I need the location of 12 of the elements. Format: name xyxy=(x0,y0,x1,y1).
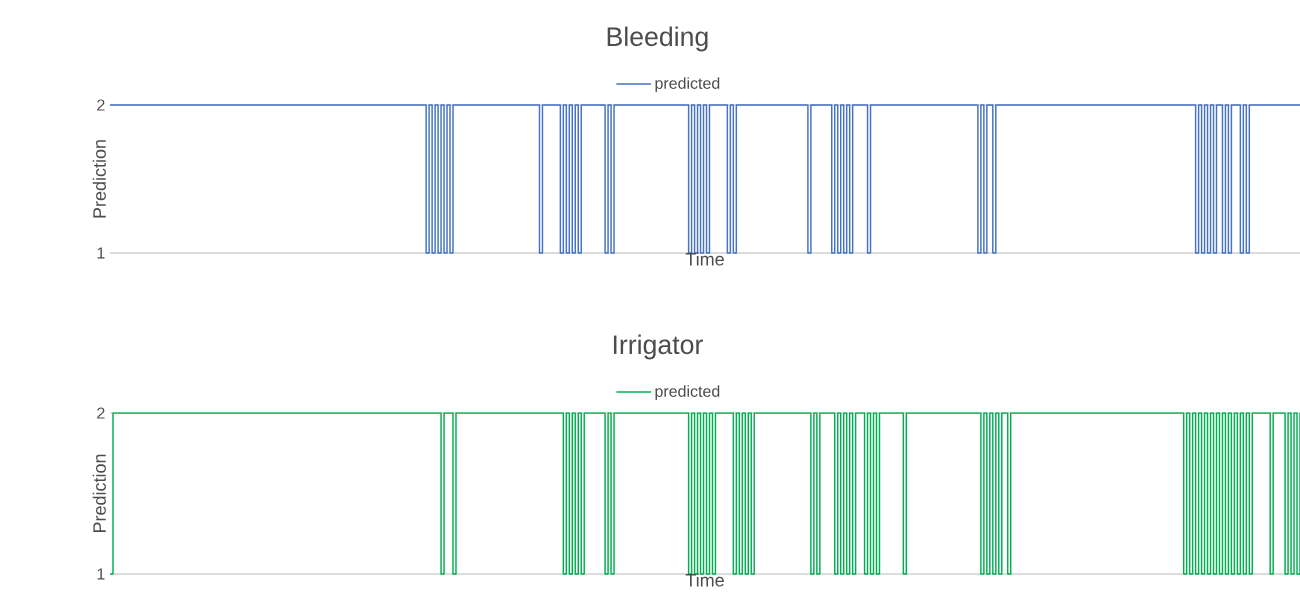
y-axis-title: Prediction xyxy=(92,454,106,533)
x-axis-title: Time xyxy=(685,252,724,266)
y-tick-label: 1 xyxy=(97,568,105,580)
chart-title: Irrigator xyxy=(613,334,703,360)
legend-label: predicted xyxy=(655,385,720,401)
chart-title: Bleeding xyxy=(607,26,708,52)
legend-label: predicted xyxy=(655,77,720,93)
y-tick-label: 2 xyxy=(97,99,105,111)
y-tick-label: 1 xyxy=(97,247,105,259)
y-tick-label: 2 xyxy=(97,407,105,419)
y-axis-title: Prediction xyxy=(92,140,106,218)
x-axis-title: Time xyxy=(685,573,724,587)
